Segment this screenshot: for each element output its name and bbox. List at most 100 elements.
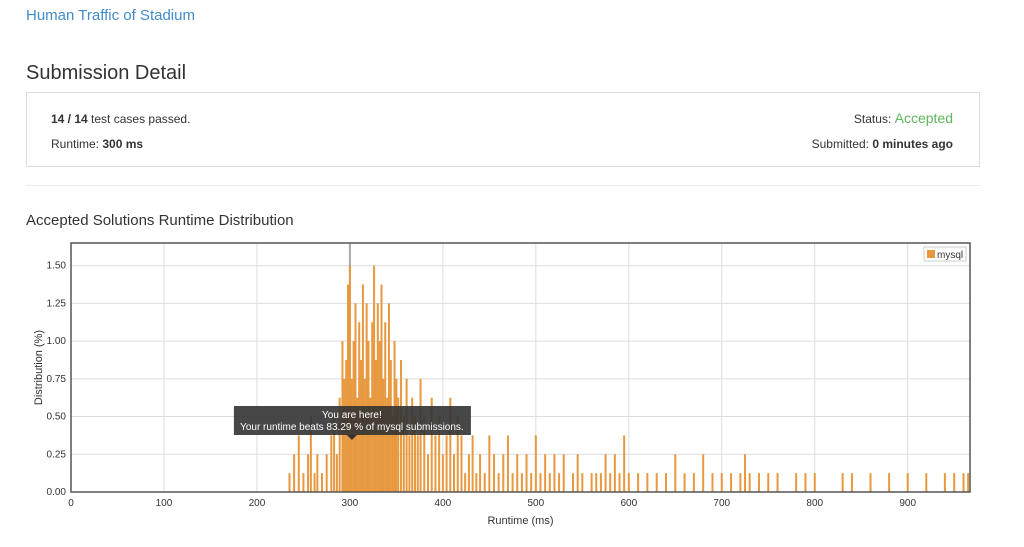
bar [456,416,459,492]
bar [888,473,891,492]
bar [943,473,946,492]
tooltip-title: You are here! [322,410,382,421]
bar [330,435,333,492]
bar [297,435,300,492]
bar [365,303,368,492]
bar [906,473,909,492]
bar [321,473,324,492]
legend-swatch [927,250,935,258]
bar [720,473,723,492]
bar [313,473,316,492]
tooltip [233,406,471,435]
bar [576,454,579,492]
submitted-line: Submitted: 0 minutes ago [812,137,953,151]
runtime: 300 ms [102,137,144,151]
bar [380,284,383,492]
bar [925,473,928,492]
bar [520,473,523,492]
bar [438,416,441,492]
bar [604,454,607,492]
bar [338,397,341,492]
bar [595,473,598,492]
separator [26,185,981,186]
bar [516,454,519,492]
bar [405,378,408,492]
x-tick-label: 0 [68,498,74,509]
bar [445,435,448,492]
bar [813,473,816,492]
bar [590,473,593,492]
bar [623,435,626,492]
status-label: Status: [853,112,892,126]
bar [430,397,433,492]
bar [397,397,400,492]
y-tick-label: 0.75 [47,374,67,385]
bar [395,378,398,492]
passed: 14 / 14 [51,112,88,126]
bar [562,454,565,492]
bar [453,454,456,492]
bar [757,473,760,492]
y-tick-label: 1.50 [47,261,67,272]
bar [776,473,779,492]
bar [739,473,742,492]
bar [534,435,537,492]
bar [730,473,733,492]
bar [386,397,389,492]
bar [348,265,351,492]
bar [354,303,357,492]
x-tick-label: 300 [342,498,359,509]
problem-link[interactable]: Human Traffic of Stadium [26,7,195,24]
y-tick-label: 0.50 [47,412,67,423]
bar [558,473,561,492]
bar [464,473,467,492]
bar [613,454,616,492]
bar [391,416,394,492]
bar [460,435,463,492]
bar [402,416,405,492]
bar [471,435,474,492]
bar [488,435,491,492]
bar [953,473,956,492]
bar [674,454,677,492]
bar [416,435,419,492]
x-tick-label: 500 [527,498,544,509]
bar [548,473,551,492]
bar [347,284,350,492]
bar [441,454,444,492]
x-axis-label: Runtime (ms) [487,515,553,527]
bar [408,435,411,492]
bar [423,416,426,492]
x-tick-label: 100 [156,498,173,509]
bar [637,473,640,492]
bar [525,454,528,492]
bar [767,473,770,492]
bar [553,454,556,492]
plot-frame [70,242,971,493]
bar [293,454,296,492]
y-tick-label: 0.25 [47,449,67,460]
bar [411,397,414,492]
bar [530,473,533,492]
bar [804,473,807,492]
x-tick-label: 400 [435,498,452,509]
bar [307,454,310,492]
bar [449,397,452,492]
bar [795,473,798,492]
bar [581,473,584,492]
bar [869,473,872,492]
bar [426,454,429,492]
bar [373,265,376,492]
bar [655,473,658,492]
bar [325,454,328,492]
bar [646,473,649,492]
bar [599,473,602,492]
bar [539,473,542,492]
x-tick-label: 600 [620,498,637,509]
bar [419,378,422,492]
x-tick-label: 200 [249,498,266,509]
bar [841,473,844,492]
bar [618,473,621,492]
bar [316,454,319,492]
